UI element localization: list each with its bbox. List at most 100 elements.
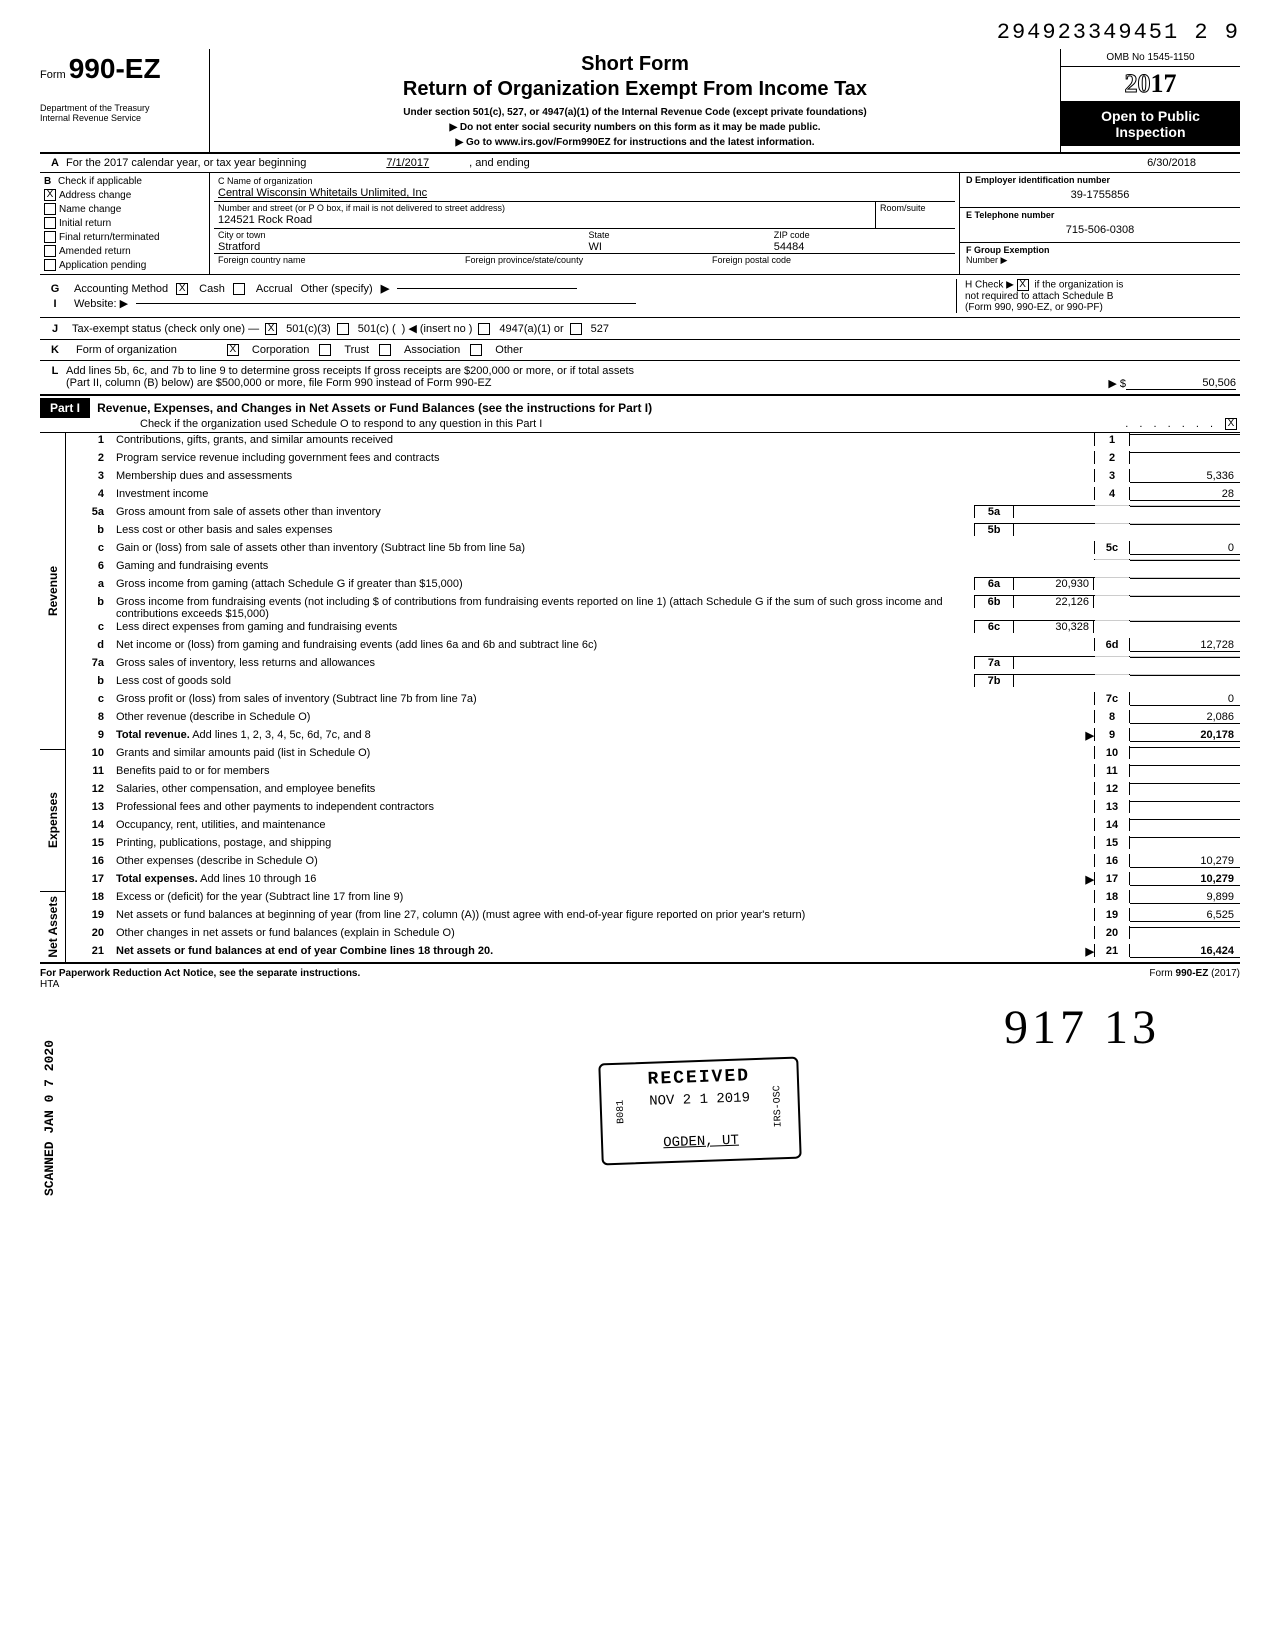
checkbox-corp[interactable]: X	[227, 344, 239, 356]
line-description: Contributions, gifts, grants, and simila…	[116, 433, 1094, 446]
check-column: BCheck if applicable XAddress change Nam…	[40, 173, 210, 274]
checkbox-amended[interactable]	[44, 245, 56, 257]
checkbox-trust[interactable]	[319, 344, 331, 356]
checkbox-address-change[interactable]: X	[44, 189, 56, 201]
line-description: Total revenue. Add lines 1, 2, 3, 4, 5c,…	[116, 728, 1094, 742]
h-line4: (Form 990, 990-EZ, or 990-PF)	[965, 302, 1236, 313]
department-label: Department of the Treasury Internal Reve…	[40, 103, 203, 123]
form-org-label: Form of organization	[76, 344, 177, 356]
checkbox-initial[interactable]	[44, 217, 56, 229]
stamp-place: OGDEN, UT	[617, 1131, 785, 1153]
table-row: 3Membership dues and assessments35,336	[66, 469, 1240, 487]
line-description: Gross amount from sale of assets other t…	[116, 505, 974, 518]
checkbox-h[interactable]: X	[1017, 279, 1029, 291]
line-number: 20	[66, 926, 116, 939]
table-row: 17Total expenses. Add lines 10 through 1…	[66, 872, 1240, 890]
table-row: cGross profit or (loss) from sales of in…	[66, 692, 1240, 710]
top-id-number: 294923349451 2 9	[40, 20, 1240, 45]
end-line-value	[1130, 433, 1240, 435]
org-address: 124521 Rock Road	[214, 214, 875, 228]
checkbox-501c[interactable]	[337, 323, 349, 335]
org-city: Stratford	[214, 241, 585, 253]
line-a: A For the 2017 calendar year, or tax yea…	[40, 154, 1240, 173]
end-line-value	[1130, 746, 1240, 748]
mid-line-number: 7a	[974, 656, 1014, 669]
other-method-input[interactable]	[397, 288, 577, 289]
line-number: 11	[66, 764, 116, 777]
end-line-value	[1130, 674, 1240, 676]
phone-label: E Telephone number	[966, 210, 1234, 220]
end-line-number: 3	[1094, 469, 1130, 482]
footer-left: For Paperwork Reduction Act Notice, see …	[40, 968, 360, 979]
line-description: Less cost of goods sold	[116, 674, 974, 687]
line-description: Gain or (loss) from sale of assets other…	[116, 541, 1094, 554]
mid-line-value	[1014, 656, 1094, 657]
part1-header-row: Part I Revenue, Expenses, and Changes in…	[40, 396, 1240, 433]
org-zip: 54484	[770, 241, 955, 253]
end-line-value	[1130, 505, 1240, 507]
table-row: 18Excess or (deficit) for the year (Subt…	[66, 890, 1240, 908]
h-line1: H Check ▶	[965, 280, 1014, 291]
line-description: Gross profit or (loss) from sales of inv…	[116, 692, 1094, 705]
received-stamp: RECEIVED B081 NOV 2 1 2019 IRS-OSC OGDEN…	[598, 1057, 801, 1166]
footer: For Paperwork Reduction Act Notice, see …	[40, 964, 1240, 990]
line-number: 1	[66, 433, 116, 446]
end-line-number	[1094, 577, 1130, 578]
checkbox-527[interactable]	[570, 323, 582, 335]
foreign-prov-label: Foreign province/state/county	[461, 254, 708, 266]
table-row: 19Net assets or fund balances at beginni…	[66, 908, 1240, 926]
body-table: Revenue Expenses Net Assets 1Contributio…	[40, 433, 1240, 964]
table-row: 21Net assets or fund balances at end of …	[66, 944, 1240, 962]
end-line-value	[1130, 595, 1240, 597]
checkbox-cash[interactable]: X	[176, 283, 188, 295]
org-name-label: C Name of organization	[214, 175, 955, 187]
line-number: c	[66, 692, 116, 705]
check-label-header: Check if applicable	[58, 176, 142, 187]
phone-value: 715-506-0308	[966, 220, 1234, 240]
checkbox-4947[interactable]	[478, 323, 490, 335]
ein-block: D Employer identification number 39-1755…	[960, 173, 1240, 274]
trust-label: Trust	[344, 344, 369, 356]
line-number: b	[66, 674, 116, 687]
end-line-number: 5c	[1094, 541, 1130, 554]
line-description: Benefits paid to or for members	[116, 764, 1094, 777]
tax-year-begin: 7/1/2017	[386, 157, 429, 169]
checkbox-501c3[interactable]: X	[265, 323, 277, 335]
stamp-irs-osc: IRS-OSC	[772, 1085, 784, 1127]
end-line-value: 12,728	[1130, 638, 1240, 652]
addr-label: Number and street (or P O box, if mail i…	[214, 202, 875, 214]
end-line-number: 7c	[1094, 692, 1130, 705]
line-number: 5a	[66, 505, 116, 518]
scanned-stamp: SCANNED JAN 0 7 2020	[42, 1040, 57, 1200]
l-line2: (Part II, column (B) below) are $500,000…	[66, 377, 492, 390]
l-line1: Add lines 5b, 6c, and 7b to line 9 to de…	[66, 365, 634, 377]
end-line-number: 4	[1094, 487, 1130, 500]
state-label: State	[585, 229, 770, 241]
end-line-number: 9	[1094, 728, 1130, 741]
line-description: Net income or (loss) from gaming and fun…	[116, 638, 1094, 651]
line-number: 2	[66, 451, 116, 464]
table-row: 9Total revenue. Add lines 1, 2, 3, 4, 5c…	[66, 728, 1240, 746]
line-number: c	[66, 620, 116, 633]
end-line-number: 18	[1094, 890, 1130, 903]
end-line-number: 10	[1094, 746, 1130, 759]
checkbox-final[interactable]	[44, 231, 56, 243]
website-input[interactable]	[136, 303, 636, 304]
end-line-value: 10,279	[1130, 872, 1240, 886]
end-line-number: 2	[1094, 451, 1130, 464]
line-number: 14	[66, 818, 116, 831]
ein-value: 39-1755856	[966, 185, 1234, 205]
checkbox-pending[interactable]	[44, 259, 56, 271]
mid-line-value	[1014, 523, 1094, 524]
checkbox-other-org[interactable]	[470, 344, 482, 356]
insert-no-label: ) ◀ (insert no )	[402, 322, 473, 335]
checkbox-assoc[interactable]	[379, 344, 391, 356]
end-line-value: 0	[1130, 541, 1240, 555]
end-line-value	[1130, 559, 1240, 561]
checkbox-accrual[interactable]	[233, 283, 245, 295]
checkbox-name-change[interactable]	[44, 203, 56, 215]
checkbox-schedule-o[interactable]: X	[1225, 418, 1237, 430]
line-number: 7a	[66, 656, 116, 669]
end-line-number: 20	[1094, 926, 1130, 939]
end-line-value	[1130, 836, 1240, 838]
